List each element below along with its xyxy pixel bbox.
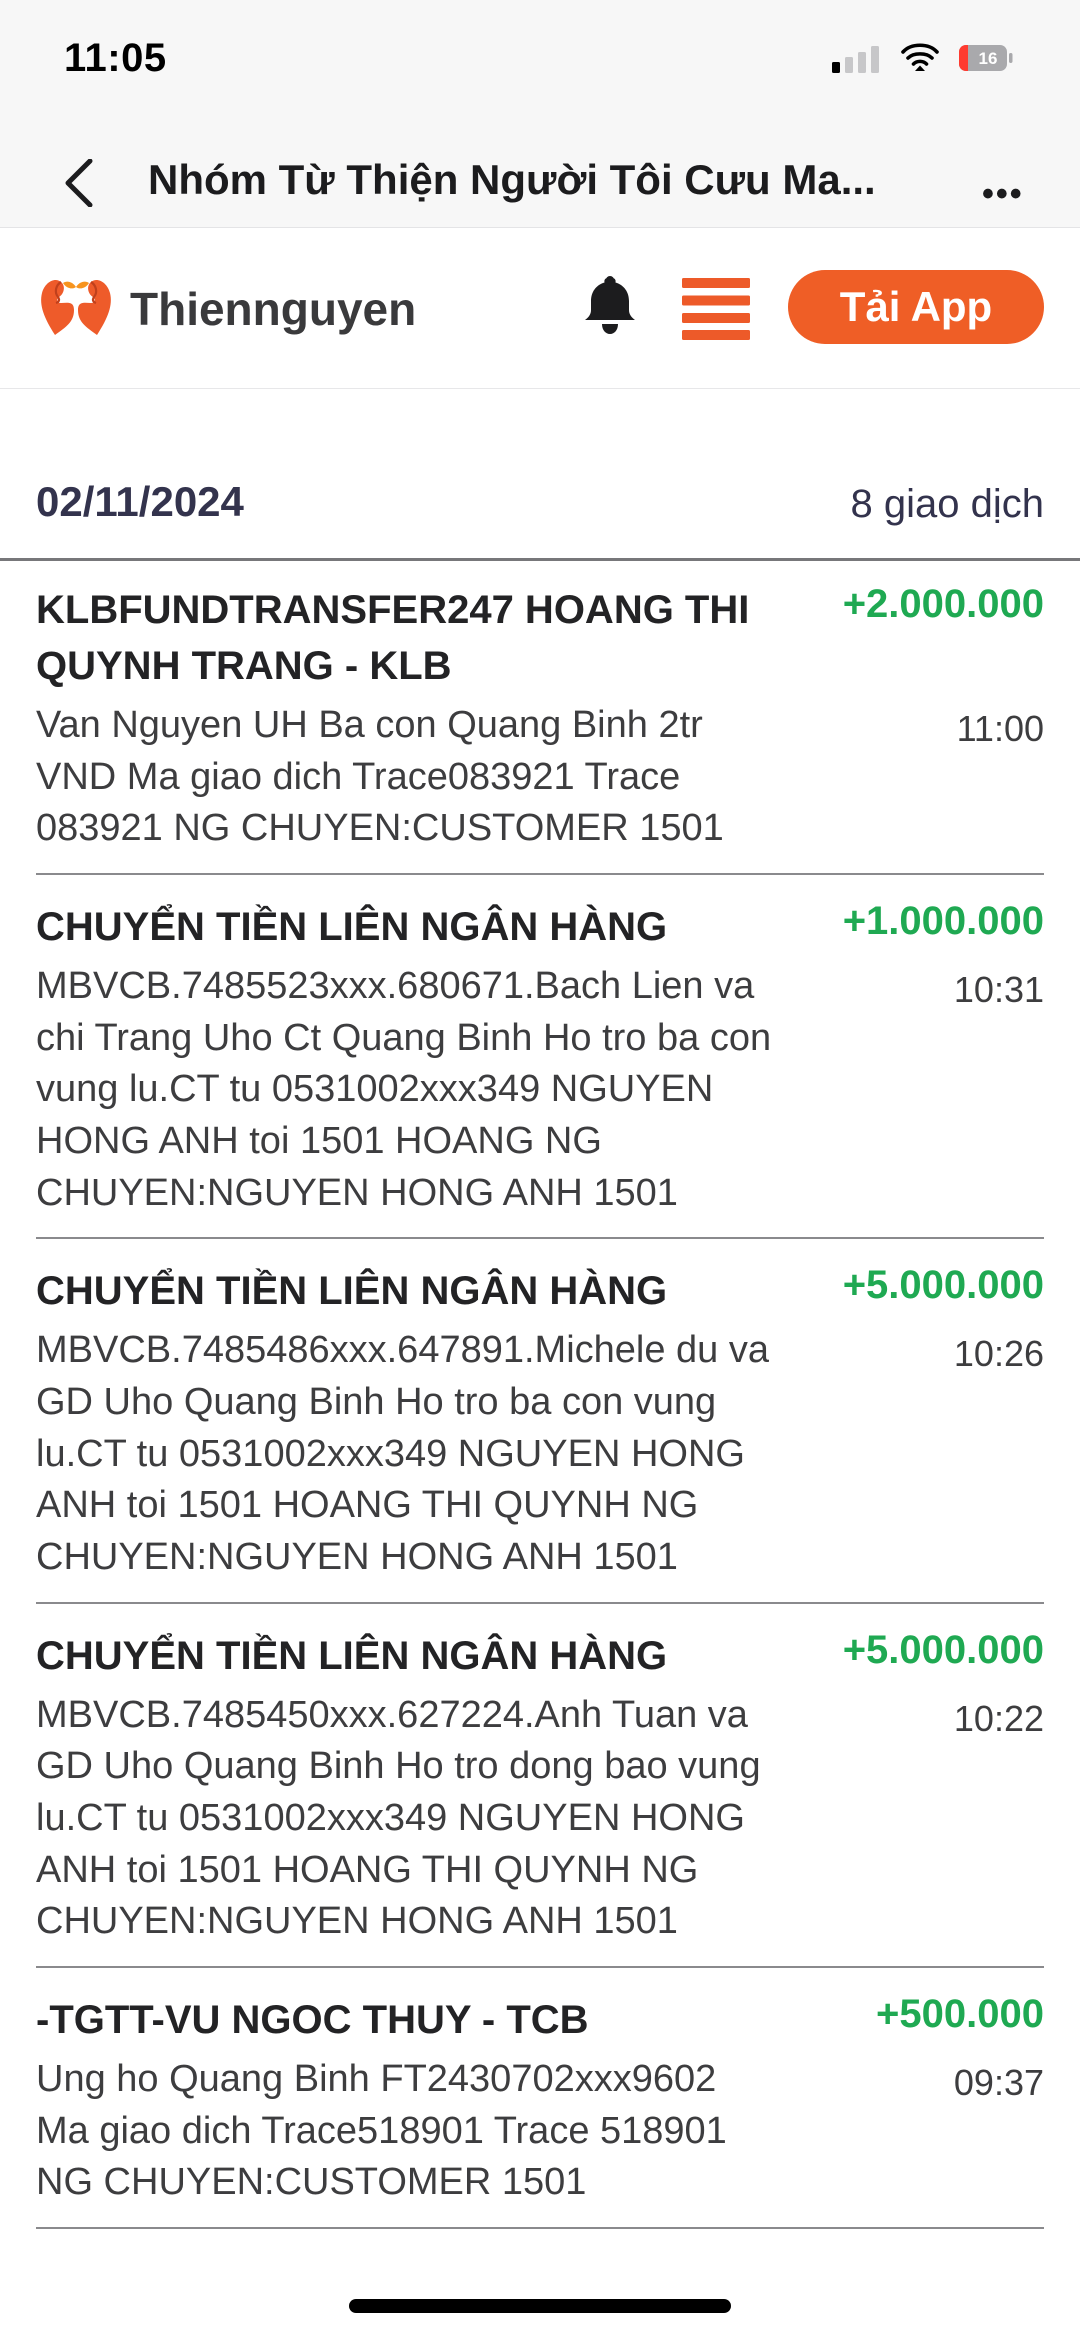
svg-text:16: 16: [979, 49, 998, 68]
